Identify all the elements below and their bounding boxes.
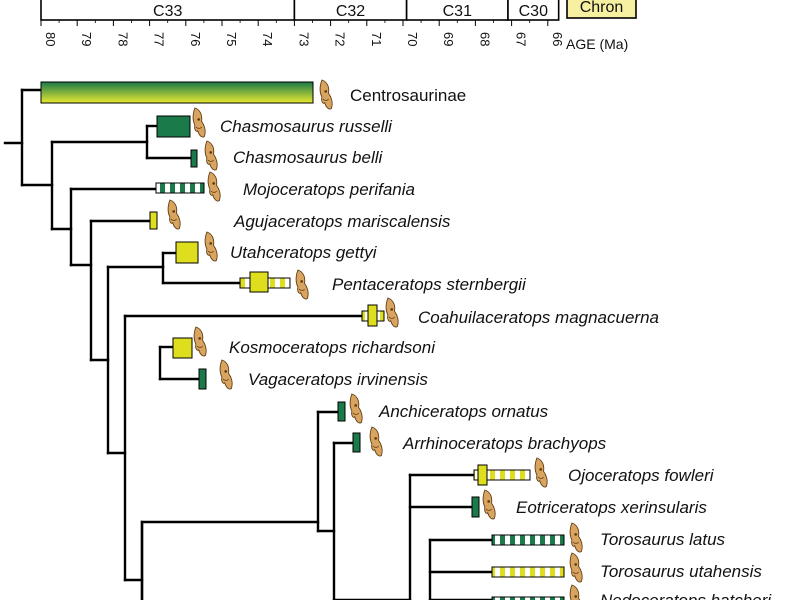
chron-cell — [507, 0, 560, 21]
skull-icon — [482, 489, 496, 520]
taxon-label: Ojoceratops fowleri — [568, 466, 715, 485]
skull-icon — [369, 426, 383, 457]
skull-icon — [192, 107, 206, 138]
tick-label: 70 — [405, 32, 420, 46]
taxon-label: Pentaceratops sternbergii — [332, 275, 527, 294]
taxon-label: Nedoceratops hatcheri — [600, 591, 772, 600]
tick-label: 80 — [43, 32, 58, 46]
range-bar — [149, 211, 158, 230]
skull-icon — [207, 171, 221, 202]
skull-icon — [349, 393, 363, 424]
skull-icon — [569, 584, 583, 600]
tick-label: 68 — [477, 32, 492, 46]
tick-label: 75 — [224, 32, 239, 46]
tick-label: 66 — [550, 32, 565, 46]
range-bar — [175, 241, 199, 264]
skull-icon — [295, 269, 309, 300]
tick-label: 71 — [369, 32, 384, 46]
taxon-label: Kosmoceratops richardsoni — [229, 338, 436, 357]
skull-icon — [534, 457, 548, 488]
tick-label: 67 — [514, 32, 529, 46]
range-bar — [337, 401, 346, 422]
tree-branch-hidden — [125, 347, 160, 410]
chron-label: C32 — [336, 3, 365, 20]
tick-label: 76 — [188, 32, 203, 46]
range-bar — [477, 464, 488, 486]
chron-label: C31 — [443, 3, 472, 20]
taxon-label: Centrosaurinae — [350, 86, 466, 105]
tick-label: 78 — [115, 32, 130, 46]
chron-label: C33 — [153, 3, 182, 20]
taxon-label: Chasmosaurus belli — [233, 148, 384, 167]
skull-icon — [219, 359, 233, 390]
chron-label: Chron — [580, 0, 624, 16]
tick-label: 69 — [441, 32, 456, 46]
range-bar — [155, 182, 205, 194]
taxon-label: Torosaurus utahensis — [600, 562, 762, 581]
taxon-label: Vagaceratops irvinensis — [248, 370, 428, 389]
centrosaur-skull-icon — [319, 79, 333, 110]
range-bar — [491, 596, 565, 600]
range-bar — [198, 368, 207, 390]
tick-label: 72 — [333, 32, 348, 46]
skull-icon — [204, 140, 218, 171]
tick-label: 79 — [79, 32, 94, 46]
taxon-label: Chasmosaurus russelli — [220, 117, 393, 136]
chron-bar: C33 C32 C31 C30 Chron — [40, 0, 637, 21]
taxon-label: Eotriceratops xerinsularis — [516, 498, 707, 517]
taxon-label: Anchiceratops ornatus — [378, 402, 549, 421]
skull-icon — [385, 297, 399, 328]
cladogram — [3, 88, 502, 600]
tick-label: 74 — [260, 32, 275, 46]
range-bar — [156, 115, 191, 138]
range-bar — [491, 534, 565, 546]
taxon-label: Utahceratops gettyi — [230, 243, 378, 262]
taxon-labels: Centrosaurinae Chasmosaurus russelli Chasm… — [220, 86, 772, 600]
range-bar — [172, 337, 193, 359]
range-bar — [190, 149, 198, 168]
tick-label: 73 — [296, 32, 311, 46]
range-bar — [473, 469, 531, 481]
tick-label: 77 — [152, 32, 167, 46]
chron-cell — [566, 0, 637, 19]
skull-icon — [569, 522, 583, 553]
skull-icon — [193, 326, 207, 357]
taxon-label: Torosaurus latus — [600, 530, 726, 549]
chron-label: C30 — [519, 3, 548, 20]
skull-icon — [204, 231, 218, 262]
age-axis: 80 79 78 77 76 75 74 73 72 71 70 69 68 67 66 — [40, 20, 565, 46]
range-bar — [491, 566, 565, 578]
range-bar — [249, 271, 269, 293]
range-bar-centrosaurinae — [40, 81, 314, 104]
range-bar — [352, 432, 361, 453]
taxon-label: Mojoceratops perifania — [243, 180, 415, 199]
taxon-label: Coahuilaceratops magnacuerna — [418, 308, 659, 327]
taxon-label: Agujaceratops mariscalensis — [233, 212, 451, 231]
skull-icon — [167, 199, 181, 230]
stratigraphic-ranges — [40, 81, 565, 600]
taxon-label: Arrhinoceratops brachyops — [402, 434, 607, 453]
range-bar — [367, 304, 378, 327]
axis-unit-label: AGE (Ma) — [566, 36, 628, 52]
range-bar — [471, 496, 480, 518]
skull-icon — [569, 552, 583, 583]
